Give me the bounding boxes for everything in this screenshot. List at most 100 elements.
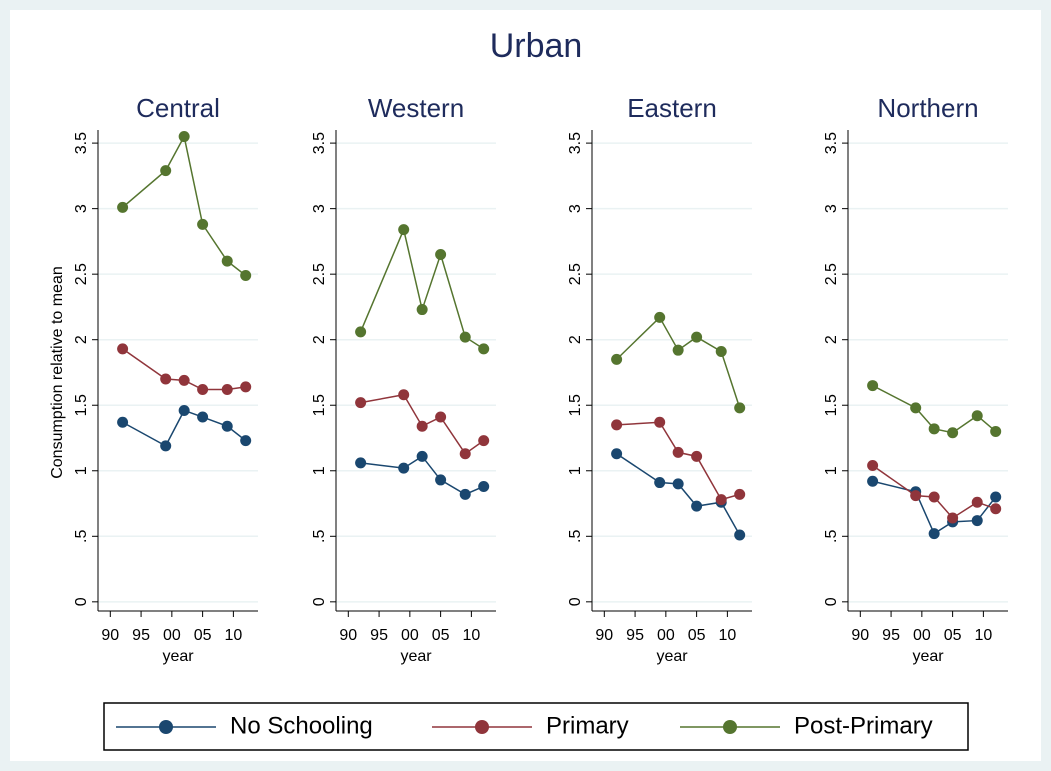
series-marker: [928, 491, 940, 503]
series-marker: [867, 460, 879, 472]
series-marker: [715, 494, 727, 506]
series-marker: [910, 402, 922, 414]
y-tick-label: 2.5: [73, 263, 90, 285]
series-marker: [971, 515, 983, 527]
series-marker: [221, 255, 233, 267]
panel-title: Central: [136, 93, 220, 123]
series-marker: [355, 457, 367, 469]
x-tick-label: 05: [944, 627, 962, 644]
legend-marker: [723, 720, 737, 734]
series-marker: [221, 384, 233, 396]
series-marker: [928, 528, 940, 540]
series-marker: [611, 419, 623, 431]
x-axis-label: year: [162, 648, 194, 665]
y-tick-label: 2: [567, 335, 584, 344]
x-axis-label: year: [400, 648, 432, 665]
series-marker: [691, 450, 703, 462]
series-marker: [691, 500, 703, 512]
series-marker: [160, 165, 172, 177]
panel: Northern 0 .5 1 1.5 2 2.5 3 3.5 90 95 00 05 10 year: [823, 93, 1008, 665]
y-tick-label: 3.5: [823, 132, 840, 154]
legend-label: Primary: [546, 712, 629, 739]
legend: No Schooling Primary Post-Primary: [116, 712, 933, 739]
series-marker: [990, 491, 1002, 503]
y-tick-label: 1: [567, 466, 584, 475]
series-marker: [654, 416, 666, 428]
main-title: Urban: [490, 27, 583, 65]
y-tick-label: .5: [311, 530, 328, 543]
series-marker: [355, 397, 367, 409]
series-marker: [398, 389, 410, 401]
series-marker: [416, 304, 428, 316]
series-marker: [197, 411, 209, 423]
series-marker: [178, 131, 190, 143]
series-marker: [734, 488, 746, 500]
x-tick-label: 05: [194, 627, 212, 644]
series-marker: [715, 345, 727, 357]
series-marker: [971, 410, 983, 422]
panel-title: Northern: [877, 93, 978, 123]
series-marker: [734, 402, 746, 414]
y-tick-label: 0: [311, 597, 328, 606]
y-tick-label: 1: [823, 466, 840, 475]
x-tick-label: 00: [401, 627, 419, 644]
y-tick-label: .5: [73, 530, 90, 543]
x-tick-label: 05: [688, 627, 706, 644]
legend-marker: [475, 720, 489, 734]
series-marker: [435, 411, 447, 423]
legend-label: No Schooling: [230, 712, 373, 739]
x-tick-label: 95: [370, 627, 388, 644]
panel: Western 0 .5 1 1.5 2 2.5 3 3.5 90 95 00 05 10 year: [311, 93, 496, 665]
series-marker: [611, 448, 623, 460]
series-marker: [867, 475, 879, 487]
y-tick-label: 2: [73, 335, 90, 344]
series-marker: [178, 374, 190, 386]
series-marker: [459, 488, 471, 500]
y-tick-label: 2.5: [311, 263, 328, 285]
y-tick-label: 3: [311, 204, 328, 213]
y-tick-label: 0: [567, 597, 584, 606]
y-tick-label: 3: [567, 204, 584, 213]
series-marker: [117, 343, 129, 355]
y-tick-label: 1.5: [311, 394, 328, 416]
series-marker: [654, 477, 666, 489]
series-marker: [478, 435, 490, 447]
series-marker: [654, 311, 666, 323]
y-tick-label: 1: [311, 466, 328, 475]
x-tick-label: 10: [974, 627, 992, 644]
series-marker: [990, 425, 1002, 437]
series-marker: [672, 478, 684, 490]
y-axis-label: Consumption relative to mean: [49, 266, 66, 479]
series-marker: [117, 201, 129, 213]
x-tick-label: 95: [132, 627, 150, 644]
x-tick-label: 10: [718, 627, 736, 644]
x-tick-label: 00: [657, 627, 675, 644]
y-tick-label: .5: [823, 530, 840, 543]
panel: Central 0 .5 1 1.5 2 2.5 3 3.5 90 95 00 05 10 year Cons…: [49, 93, 258, 665]
x-tick-label: 95: [882, 627, 900, 644]
x-tick-label: 90: [851, 627, 869, 644]
series-marker: [947, 512, 959, 524]
legend-label: Post-Primary: [794, 712, 933, 739]
series-marker: [867, 380, 879, 392]
series-marker: [672, 446, 684, 458]
series-marker: [459, 448, 471, 460]
y-tick-label: 3.5: [311, 132, 328, 154]
series-line: [616, 453, 741, 536]
y-tick-label: 3.5: [73, 132, 90, 154]
series-marker: [178, 404, 190, 416]
series-marker: [691, 331, 703, 343]
series-marker: [990, 503, 1002, 515]
panel-title: Western: [368, 93, 464, 123]
x-axis-label: year: [912, 648, 944, 665]
y-tick-label: 3.5: [567, 132, 584, 154]
x-axis-label: year: [656, 648, 688, 665]
series-marker: [947, 427, 959, 439]
series-marker: [416, 420, 428, 432]
series-marker: [435, 249, 447, 261]
y-tick-label: 3: [73, 204, 90, 213]
series-marker: [416, 450, 428, 462]
series-marker: [197, 218, 209, 230]
y-tick-label: 0: [73, 597, 90, 606]
x-tick-label: 90: [339, 627, 357, 644]
